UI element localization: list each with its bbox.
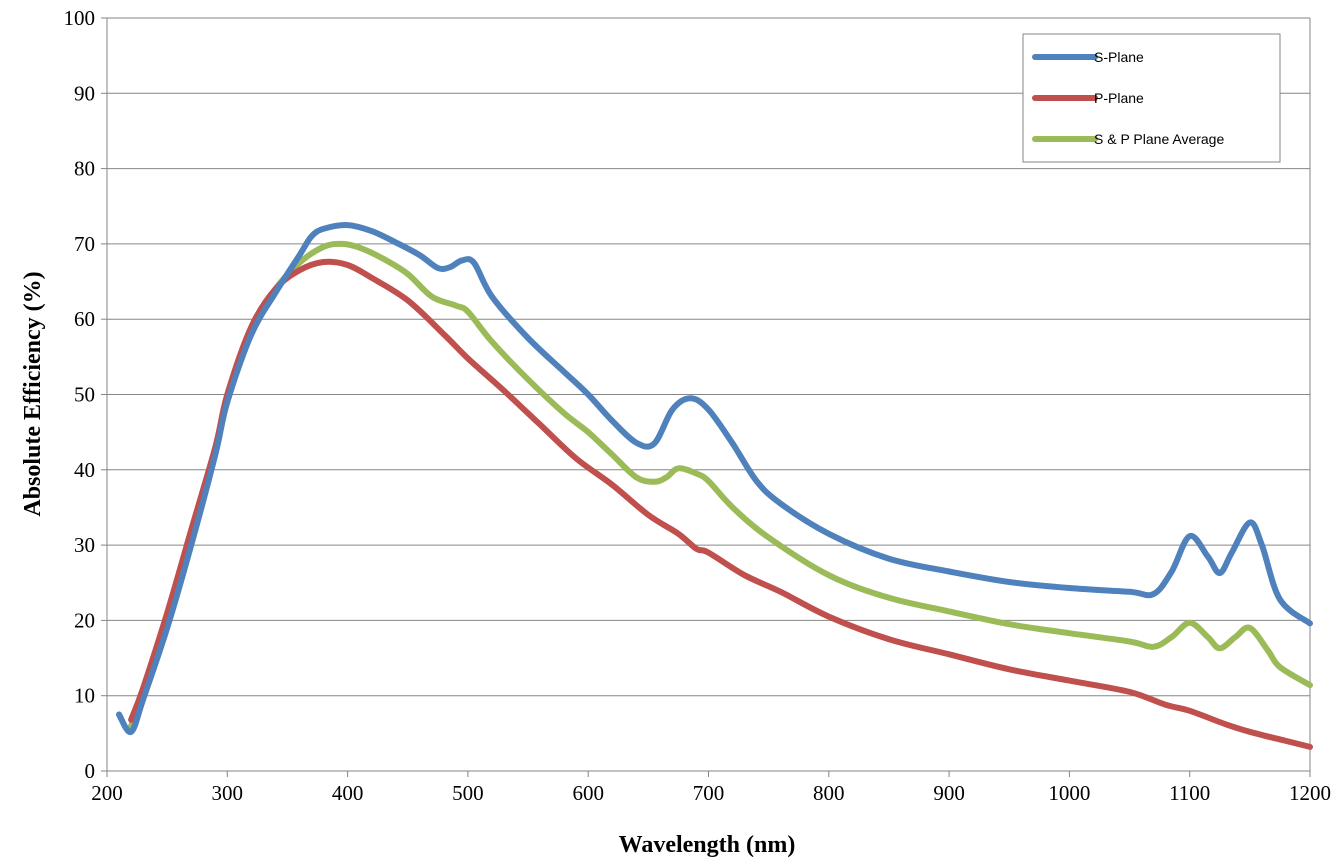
x-tick-label: 400 — [332, 781, 364, 805]
y-axis-title: Absolute Efficiency (%) — [20, 271, 46, 516]
legend-label: S-Plane — [1094, 49, 1144, 65]
y-tick-label: 80 — [74, 157, 95, 181]
x-tick-label: 200 — [91, 781, 123, 805]
y-tick-label: 10 — [74, 684, 95, 708]
y-tick-label: 40 — [74, 458, 95, 482]
legend-label: P-Plane — [1094, 90, 1144, 106]
x-tick-label: 1100 — [1169, 781, 1210, 805]
legend-label: S & P Plane Average — [1094, 131, 1224, 147]
legend: S-Plane P-Plane S & P Plane Average — [1022, 33, 1281, 163]
x-axis-title: Wavelength (nm) — [619, 832, 796, 858]
x-tick-label: 1000 — [1048, 781, 1090, 805]
x-tick-label: 800 — [813, 781, 845, 805]
x-tick-label: 600 — [572, 781, 604, 805]
axes — [101, 17, 1311, 777]
x-tick-label: 900 — [933, 781, 965, 805]
series-line-s-p-plane-average — [128, 240, 1313, 729]
x-tick-label: 700 — [693, 781, 725, 805]
x-tick-label: 300 — [212, 781, 244, 805]
tick-labels: 0 10 20 30 40 50 60 70 80 90 100 200 300 400 500 600 700… — [64, 6, 1332, 805]
y-tick-label: 50 — [74, 383, 95, 407]
series-line-p-plane — [128, 258, 1313, 750]
y-tick-label: 90 — [74, 81, 95, 105]
x-tick-label: 500 — [452, 781, 484, 805]
y-tick-label: 100 — [64, 6, 96, 30]
y-tick-label: 70 — [74, 232, 95, 256]
y-tick-label: 20 — [74, 608, 95, 632]
y-tick-label: 30 — [74, 533, 95, 557]
series-lines — [116, 222, 1313, 750]
series-line-s-plane — [116, 222, 1313, 735]
x-tick-label: 1200 — [1289, 781, 1331, 805]
y-tick-label: 60 — [74, 307, 95, 331]
y-tick-label: 0 — [85, 759, 96, 783]
